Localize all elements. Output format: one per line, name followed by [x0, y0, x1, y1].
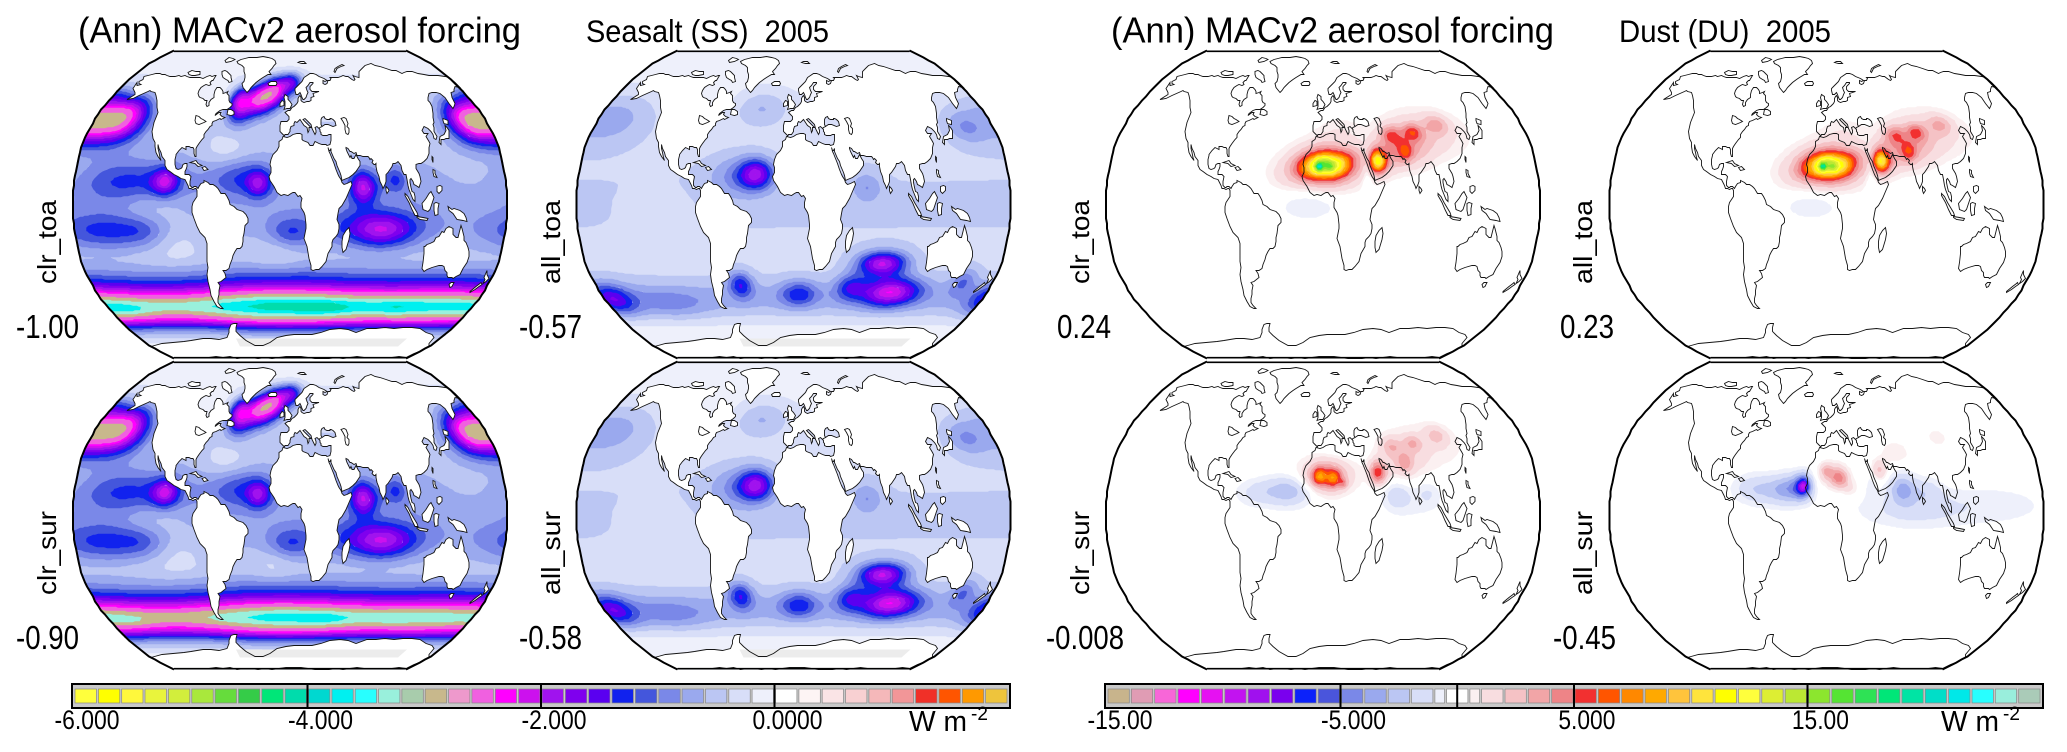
- svg-text:0.0000: 0.0000: [753, 705, 823, 735]
- svg-text:W m: W m: [1941, 706, 1999, 738]
- svg-text:-0.57: -0.57: [519, 308, 582, 345]
- svg-text:0.23: 0.23: [1560, 308, 1614, 345]
- svg-text:0.24: 0.24: [1057, 308, 1111, 345]
- svg-text:all_toa: all_toa: [1568, 199, 1598, 284]
- svg-text:-0.008: -0.008: [1046, 619, 1124, 656]
- svg-text:(Ann) MACv2 aerosol forcing: (Ann) MACv2 aerosol forcing: [1111, 10, 1554, 51]
- svg-text:clr_toa: clr_toa: [1065, 199, 1095, 284]
- svg-text:all_toa: all_toa: [536, 199, 566, 284]
- svg-text:all_sur: all_sur: [536, 511, 566, 595]
- svg-text:15.00: 15.00: [1792, 705, 1849, 735]
- svg-text:Seasalt (SS) 2005: Seasalt (SS) 2005: [586, 13, 829, 49]
- svg-text:-0.45: -0.45: [1553, 619, 1616, 656]
- svg-text:-6.000: -6.000: [55, 705, 120, 735]
- svg-text:-4.000: -4.000: [288, 705, 353, 735]
- svg-text:clr_toa: clr_toa: [32, 199, 62, 284]
- svg-text:W m: W m: [909, 706, 967, 738]
- svg-text:all_sur: all_sur: [1568, 511, 1598, 595]
- svg-text:-2: -2: [2003, 704, 2020, 725]
- svg-text:-5.000: -5.000: [1321, 705, 1386, 735]
- svg-text:-2.000: -2.000: [522, 705, 587, 735]
- svg-text:-0.58: -0.58: [519, 619, 582, 656]
- svg-text:-15.00: -15.00: [1088, 705, 1153, 735]
- svg-text:-0.90: -0.90: [16, 619, 79, 656]
- svg-text:Dust (DU) 2005: Dust (DU) 2005: [1619, 13, 1831, 49]
- svg-text:clr_sur: clr_sur: [1065, 511, 1095, 595]
- svg-text:-1.00: -1.00: [16, 308, 79, 345]
- svg-text:5.000: 5.000: [1558, 705, 1615, 735]
- svg-text:(Ann) MACv2 aerosol forcing: (Ann) MACv2 aerosol forcing: [78, 10, 521, 51]
- svg-text:clr_sur: clr_sur: [32, 511, 62, 595]
- svg-text:-2: -2: [971, 704, 988, 725]
